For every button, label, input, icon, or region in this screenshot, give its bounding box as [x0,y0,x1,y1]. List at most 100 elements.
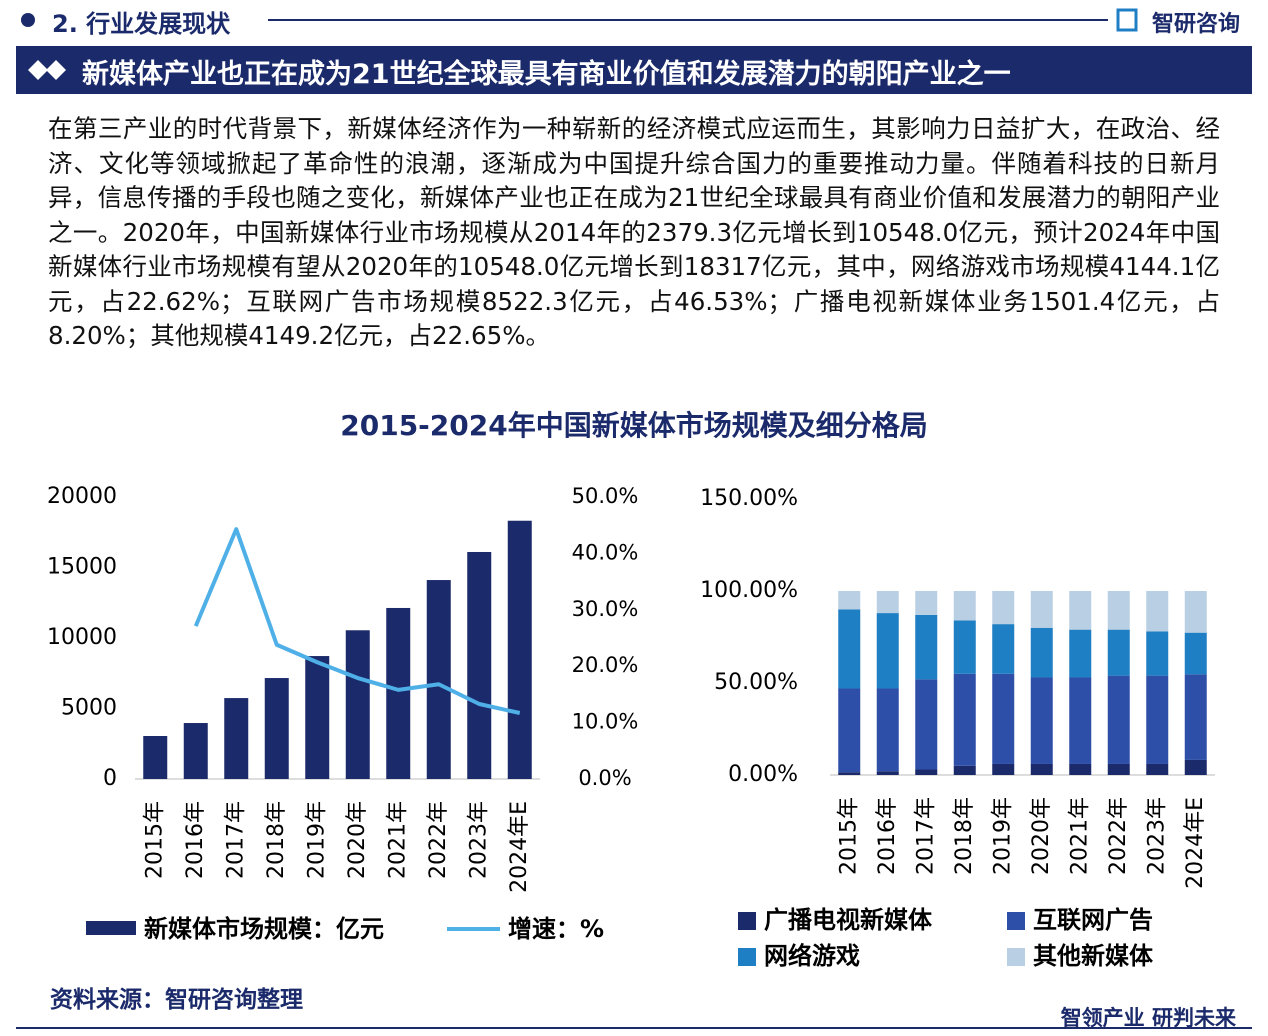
paragraph: 在第三产业的时代背景下，新媒体经济作为一种崭新的经济模式应运而生，其影响力日益扩… [48,114,1220,350]
bar [915,769,938,775]
bar [386,607,411,779]
bar [1069,591,1092,630]
bar [1107,763,1130,775]
x-tick-label: 2017年 [223,801,248,879]
y2-tick-label: 40.0% [572,540,639,564]
source: 资料来源：智研咨询整理 [50,987,303,1013]
bar [1107,675,1130,764]
y-tick-label: 100.00% [700,578,798,603]
bar [183,723,208,779]
bar [1030,677,1053,764]
x-tick-label: 2015年 [836,797,861,875]
y-tick-label: 150.00% [700,486,798,511]
bar [1030,627,1053,678]
bar [426,580,451,779]
x-tick-label: 2018年 [952,797,977,875]
bar [1069,629,1092,678]
y-tick-label: 15000 [47,555,117,580]
bar [1184,759,1207,775]
bar [876,771,899,775]
x-tick-label: 2017年 [913,797,938,875]
bar [1146,763,1169,775]
bar [1184,674,1207,760]
legend-swatch [1007,948,1025,966]
x-tick-label: 2019年 [304,801,329,879]
bar [992,591,1015,625]
section-title: 2. 行业发展现状 [52,10,231,38]
bar [1146,631,1169,676]
y-tick-label: 5000 [61,696,117,721]
legend-swatch [86,921,136,935]
bullet [21,13,35,27]
bar [953,591,976,621]
logo-icon [1116,8,1138,32]
x-tick-label: 2022年 [426,801,451,879]
y2-tick-label: 50.0% [572,484,639,508]
banner-icon [28,60,66,80]
bar [224,698,249,779]
x-tick-label: 2023年 [1144,797,1169,875]
bar [838,591,861,610]
y2-tick-label: 20.0% [572,653,639,677]
legend-label: 网络游戏 [764,942,860,970]
x-tick-label: 2019年 [990,797,1015,875]
banner-title: 新媒体产业也正在成为21世纪全球最具有商业价值和发展潜力的朝阳产业之一 [82,59,1011,90]
y2-tick-label: 10.0% [572,710,639,734]
legend-label: 其他新媒体 [1033,942,1154,970]
bar [1184,632,1207,675]
y-tick-label: 10000 [47,625,117,650]
y-tick-label: 20000 [47,484,117,509]
banner [16,46,1252,94]
x-tick-label: 2016年 [183,801,208,879]
bar [345,630,370,779]
legend-label: 互联网广告 [1033,906,1153,934]
bar [992,673,1015,764]
bar [953,765,976,775]
x-tick-label: 2024年E [1183,797,1208,889]
x-tick-label: 2015年 [142,801,167,879]
bar [876,591,899,614]
x-tick-label: 2020年 [345,801,370,879]
x-tick-label: 2018年 [264,801,289,879]
legend-label: 广播电视新媒体 [764,906,933,934]
y-tick-label: 50.00% [714,670,798,695]
x-tick-label: 2021年 [1067,797,1092,875]
bar [1030,763,1053,775]
x-tick-label: 2021年 [385,801,410,879]
bar [876,688,899,772]
logo-text: 智研咨询 [1151,12,1240,37]
bar [838,772,861,775]
legend-label: 新媒体市场规模：亿元 [144,915,384,943]
bar [143,735,168,779]
bar [1069,763,1092,775]
bar [992,763,1015,775]
bar [1146,591,1169,632]
bar [1107,629,1130,676]
bar [1030,591,1053,628]
legend-swatch [738,912,756,930]
bar [992,624,1015,674]
figure-title: 2015-2024年中国新媒体市场规模及细分格局 [340,409,928,442]
bar [953,673,976,766]
bar [915,591,938,615]
y2-tick-label: 30.0% [572,597,639,621]
legend-swatch [1007,912,1025,930]
x-tick-label: 2024年E [507,801,532,893]
line [193,527,521,715]
x-tick-label: 2016年 [875,797,900,875]
bar [876,613,899,689]
y-tick-label: 0.00% [728,762,798,787]
y-tick-label: 0 [103,766,117,791]
x-tick-label: 2022年 [1106,797,1131,875]
x-tick-label: 2020年 [1029,797,1054,875]
bar [264,678,289,779]
legend-label: 增速：% [508,915,604,943]
bar [915,679,938,770]
bar [1107,591,1130,630]
bar [1069,677,1092,764]
y2-tick-label: 0.0% [578,766,631,790]
bar [467,551,492,779]
